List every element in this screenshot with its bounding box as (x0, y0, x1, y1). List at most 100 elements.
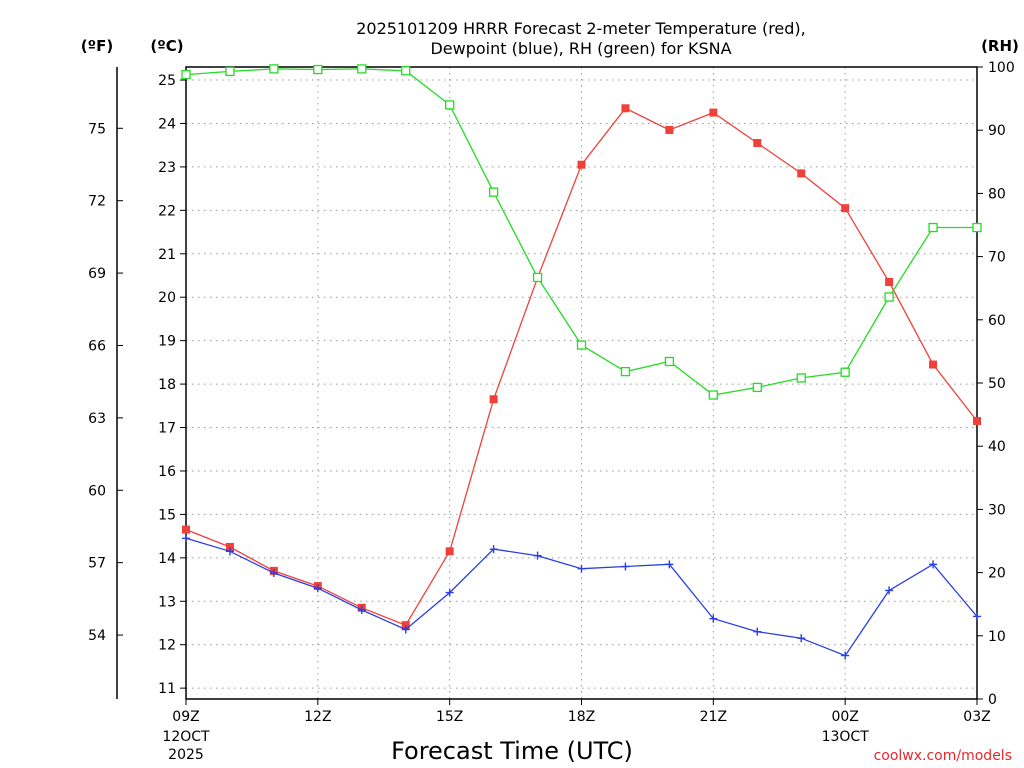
dewpoint-point (489, 545, 498, 554)
celsius-tick-label: 11 (158, 681, 176, 697)
x-tick-label: 03Z (963, 709, 990, 725)
rh-tick-label: 80 (988, 186, 1006, 202)
x-tick-label: 09Z (172, 709, 199, 725)
x-tick-label: 15Z (436, 709, 463, 725)
rh-tick-label: 90 (988, 123, 1006, 139)
dewpoint-point (269, 569, 278, 578)
celsius-tick-label: 14 (158, 551, 176, 567)
temperature-point (182, 525, 190, 534)
rh-point (576, 340, 587, 350)
celsius-unit-label: (ºC) (150, 37, 183, 55)
fahrenheit-tick-label: 75 (88, 121, 106, 137)
temperature-point (797, 169, 806, 178)
rh-tick-label: 50 (988, 376, 1006, 392)
celsius-tick-label: 21 (158, 247, 176, 263)
x-tick-sublabel: 2025 (168, 747, 204, 763)
dewpoint-point (182, 534, 190, 543)
celsius-tick-label: 19 (158, 334, 176, 350)
title-line-2: Dewpoint (blue), RH (green) for KSNA (430, 39, 731, 58)
fahrenheit-tick-label: 57 (88, 556, 106, 572)
plot-frame (185, 66, 978, 700)
rh-tick-label: 60 (988, 313, 1006, 329)
celsius-tick-label: 15 (158, 507, 176, 523)
dewpoint-point (533, 551, 542, 560)
rh-point (796, 373, 806, 383)
rh-point (708, 390, 718, 400)
dewpoint-point (753, 627, 762, 636)
temperature-point (401, 621, 410, 630)
rh-point (884, 292, 894, 302)
rh-series (181, 64, 982, 400)
dewpoint-series (182, 534, 981, 660)
rh-point (488, 187, 499, 197)
title-line-1: 2025101209 HRRR Forecast 2-meter Tempera… (356, 19, 806, 38)
celsius-tick-label: 18 (158, 377, 176, 393)
dewpoint-point (621, 562, 630, 571)
fahrenheit-tick-label: 54 (88, 628, 106, 644)
rh-tick-label: 0 (988, 692, 997, 708)
rh-point (269, 64, 279, 74)
dewpoint-point (665, 560, 674, 569)
temperature-series (182, 104, 981, 630)
rh-point (620, 366, 631, 377)
dewpoint-point (885, 586, 894, 595)
dewpoint-point (709, 614, 718, 623)
rh-point (401, 66, 411, 76)
x-tick-label: 21Z (700, 709, 727, 725)
celsius-tick-label: 16 (158, 464, 176, 480)
dewpoint-point (357, 605, 366, 614)
series-layer (181, 64, 982, 660)
celsius-tick-label: 13 (158, 594, 176, 610)
dewpoint-point (445, 588, 454, 597)
dewpoint-point (973, 612, 981, 621)
rh-point (840, 367, 850, 377)
rh-point (972, 222, 982, 233)
rh-tick-label: 10 (988, 629, 1006, 645)
rh-tick-label: 20 (988, 566, 1006, 582)
temperature-point (929, 360, 938, 369)
temperature-point (753, 139, 762, 148)
x-tick-sublabel: 13OCT (822, 729, 870, 745)
celsius-tick-label: 24 (158, 116, 176, 132)
x-tick-label: 18Z (568, 709, 595, 725)
rh-point (445, 100, 455, 110)
celsius-tick-label: 22 (158, 203, 176, 219)
temperature-point (621, 104, 630, 113)
temperature-point (885, 278, 894, 287)
rh-tick-label: 70 (988, 250, 1006, 266)
rh-point (752, 382, 762, 393)
fahrenheit-tick-label: 66 (88, 338, 106, 354)
temperature-point (709, 108, 718, 117)
temperature-point (973, 417, 981, 426)
fahrenheit-tick-label: 69 (88, 266, 106, 282)
dewpoint-point (929, 560, 938, 569)
fahrenheit-tick-label: 72 (88, 194, 106, 210)
temperature-point (841, 204, 850, 213)
temperature-point (445, 547, 454, 556)
temperature-point (577, 160, 586, 169)
rh-point (532, 272, 543, 283)
dewpoint-point (841, 651, 850, 660)
dewpoint-point (313, 584, 322, 593)
dewpoint-point (401, 625, 410, 634)
dewpoint-point (225, 547, 234, 556)
rh-point (313, 64, 323, 75)
temperature-point (665, 125, 674, 134)
x-axis-title: Forecast Time (UTC) (391, 737, 633, 765)
celsius-tick-label: 17 (158, 421, 176, 437)
credit-label: coolwx.com/models (874, 748, 1012, 764)
celsius-tick-label: 25 (158, 73, 176, 89)
temperature-point (225, 542, 234, 551)
fahrenheit-unit-label: (ºF) (81, 37, 113, 55)
fahrenheit-tick-label: 63 (88, 411, 106, 427)
temperature-point (489, 395, 498, 404)
fahrenheit-tick-label: 60 (88, 483, 106, 499)
rh-tick-label: 30 (988, 502, 1006, 518)
rh-tick-label: 100 (988, 60, 1015, 76)
x-tick-sublabel: 12OCT (162, 729, 210, 745)
title: 2025101209 HRRR Forecast 2-meter Tempera… (356, 19, 806, 58)
rh-point (664, 356, 675, 367)
x-tick-label: 00Z (831, 709, 858, 725)
rh-point (928, 222, 938, 233)
